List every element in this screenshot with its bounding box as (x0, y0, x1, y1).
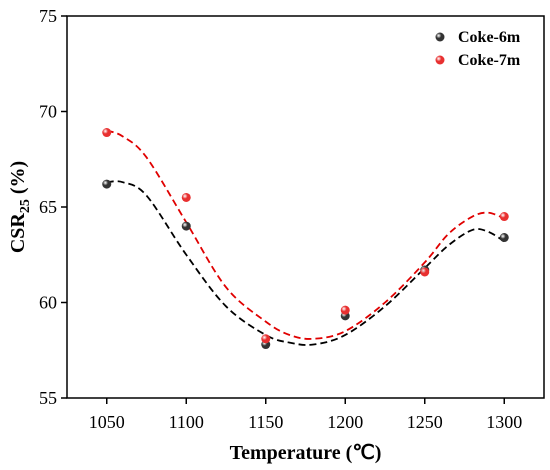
y-axis-ticks: 55 60 65 70 75 (39, 6, 67, 408)
y-axis-title-unit: (%) (7, 161, 29, 199)
y-tick-label: 65 (39, 197, 57, 217)
fit-line-series-1 (106, 180, 505, 346)
data-point-series-2 (420, 267, 430, 277)
x-tick-label: 1300 (486, 412, 522, 432)
y-tick-label: 60 (39, 293, 57, 313)
data-point-series-1 (181, 221, 191, 231)
y-tick-label: 70 (39, 102, 57, 122)
data-point-series-2 (261, 334, 271, 344)
data-point-series-2 (181, 192, 191, 202)
fit-line-series-2 (106, 129, 505, 340)
y-axis-title: CSR25 (%) (7, 161, 33, 253)
plot-area (66, 15, 545, 399)
legend-label-series-2: Coke-7m (458, 52, 521, 69)
y-axis-title-main: CSR (7, 213, 29, 254)
data-point-series-2 (102, 128, 112, 138)
legend-marker-series-1 (435, 32, 445, 42)
data-point-series-1 (102, 179, 112, 189)
data-point-series-2 (499, 212, 509, 222)
fit-lines (106, 129, 505, 346)
plot-frame (66, 15, 545, 399)
legend-marker-series-2 (435, 55, 445, 65)
x-tick-label: 1250 (407, 412, 443, 432)
x-axis-ticks: 1050 1100 1150 1200 1250 1300 (89, 398, 522, 432)
x-tick-label: 1050 (89, 412, 125, 432)
y-axis-title-subscript: 25 (18, 199, 33, 213)
legend-label-series-1: Coke-6m (458, 29, 521, 46)
data-point-series-1 (499, 233, 509, 243)
y-tick-label: 55 (39, 388, 57, 408)
x-tick-label: 1200 (327, 412, 363, 432)
data-points (102, 128, 509, 350)
legend: Coke-6m Coke-7m (435, 29, 521, 69)
x-tick-label: 1150 (248, 412, 283, 432)
x-tick-label: 1100 (169, 412, 204, 432)
x-axis-title: Temperature (℃) (230, 442, 382, 464)
y-tick-label: 75 (39, 6, 57, 26)
data-point-series-2 (340, 305, 350, 315)
